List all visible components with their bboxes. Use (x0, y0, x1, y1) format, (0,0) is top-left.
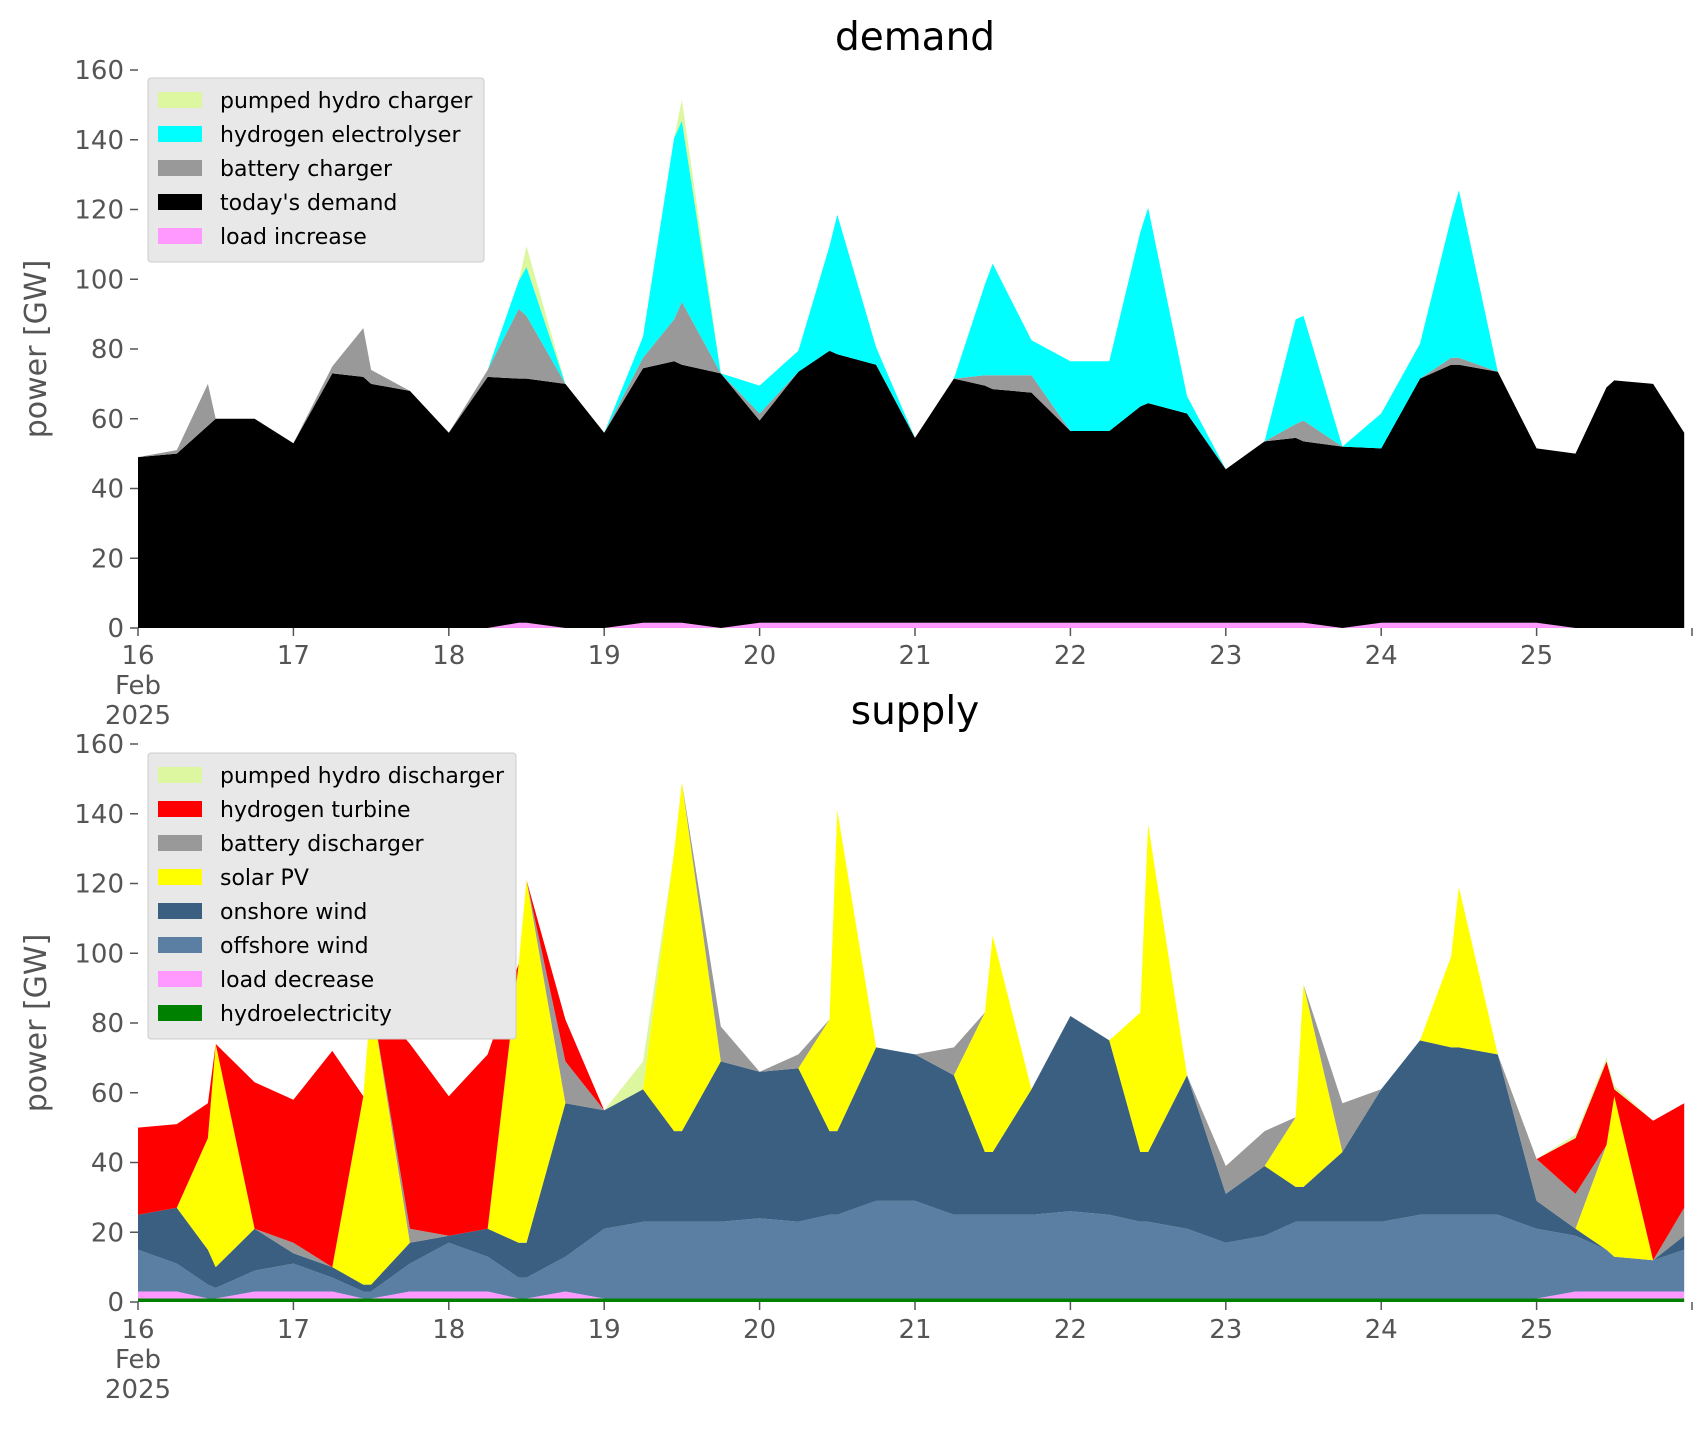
area-hydrogen-turbine (138, 782, 1685, 1268)
y-tick-label: 120 (74, 196, 124, 226)
legend-label: pumped hydro discharger (220, 764, 505, 789)
legend-swatch (158, 92, 202, 108)
legend-label: load decrease (220, 968, 374, 993)
x-tick-label: Feb (115, 1345, 161, 1375)
legend-box (147, 77, 485, 263)
legend-swatch (158, 903, 202, 919)
area-today-s-demand (138, 350, 1685, 628)
legend-label: onshore wind (220, 900, 367, 925)
x-tick-label: 17 (277, 1315, 310, 1345)
legend-label: pumped hydro charger (220, 89, 473, 114)
area-load-increase (138, 622, 1685, 628)
x-tick-label: 16 (121, 641, 154, 671)
legend-swatch (158, 767, 202, 783)
x-tick-label: 20 (743, 641, 776, 671)
legend-swatch (158, 835, 202, 851)
y-tick-label: 20 (91, 544, 124, 574)
y-tick-label: 0 (107, 614, 124, 644)
y-tick-label: 60 (91, 405, 124, 435)
legend-label: today's demand (220, 191, 397, 216)
y-tick-label: 80 (91, 335, 124, 365)
legend-label: battery discharger (220, 832, 425, 857)
legend-label: hydrogen electrolyser (220, 123, 461, 148)
y-tick-label: 80 (91, 1009, 124, 1039)
legend-label: solar PV (220, 866, 309, 891)
x-tick-label: 21 (898, 641, 931, 671)
x-tick-label: 18 (432, 1315, 465, 1345)
area-battery-charger (138, 301, 1685, 470)
y-tick-label: 100 (74, 939, 124, 969)
y-tick-label: 120 (74, 870, 124, 900)
y-tick-label: 160 (74, 730, 124, 760)
y-tick-label: 140 (74, 126, 124, 156)
x-tick-label: 17 (277, 641, 310, 671)
legend-label: battery charger (220, 157, 393, 182)
area-load-decrease (138, 1291, 1685, 1299)
x-tick-label: 20 (743, 1315, 776, 1345)
x-tick-label: Feb (115, 671, 161, 701)
area-solar-pv (138, 782, 1685, 1285)
legend-box (147, 752, 517, 1040)
y-axis-title: power [GW] (19, 934, 54, 1113)
legend-swatch (158, 869, 202, 885)
x-tick-label: 22 (1054, 641, 1087, 671)
x-tick-label: 24 (1365, 1315, 1398, 1345)
x-tick-label: 19 (588, 1315, 621, 1345)
legend-label: load increase (220, 225, 367, 250)
legend-swatch (158, 937, 202, 953)
chart-title: supply (851, 689, 979, 734)
y-tick-label: 40 (91, 475, 124, 505)
x-tick-label: 25 (1520, 1315, 1553, 1345)
legend-swatch (158, 160, 202, 176)
area-offshore-wind (138, 1200, 1685, 1299)
y-tick-label: 20 (91, 1218, 124, 1248)
area-onshore-wind (138, 1016, 1685, 1292)
y-tick-label: 0 (107, 1288, 124, 1318)
legend-swatch (158, 801, 202, 817)
y-tick-label: 100 (74, 265, 124, 295)
area-hydroelectricity (138, 1298, 1685, 1302)
x-tick-label: 16 (121, 1315, 154, 1345)
x-tick-label: 23 (1209, 1315, 1242, 1345)
legend-swatch (158, 1005, 202, 1021)
area-hydrogen-electrolyser (138, 120, 1685, 470)
y-tick-label: 160 (74, 56, 124, 86)
x-tick-label: 19 (588, 641, 621, 671)
x-tick-label: 22 (1054, 1315, 1087, 1345)
x-tick-label: 23 (1209, 641, 1242, 671)
chart-title: demand (835, 15, 995, 60)
x-tick-label: 2025 (105, 1375, 171, 1405)
y-axis-title: power [GW] (19, 260, 54, 439)
legend-label: hydrogen turbine (220, 798, 411, 823)
legend-swatch (158, 971, 202, 987)
legend-swatch (158, 126, 202, 142)
legend-label: hydroelectricity (220, 1002, 392, 1027)
legend-label: offshore wind (220, 934, 369, 959)
legend-swatch (158, 194, 202, 210)
x-tick-label: 25 (1520, 641, 1553, 671)
y-tick-label: 60 (91, 1079, 124, 1109)
y-tick-label: 40 (91, 1149, 124, 1179)
x-tick-label: 18 (432, 641, 465, 671)
legend-swatch (158, 228, 202, 244)
x-tick-label: 2025 (105, 701, 171, 731)
x-tick-label: 21 (898, 1315, 931, 1345)
x-tick-label: 24 (1365, 641, 1398, 671)
y-tick-label: 140 (74, 800, 124, 830)
